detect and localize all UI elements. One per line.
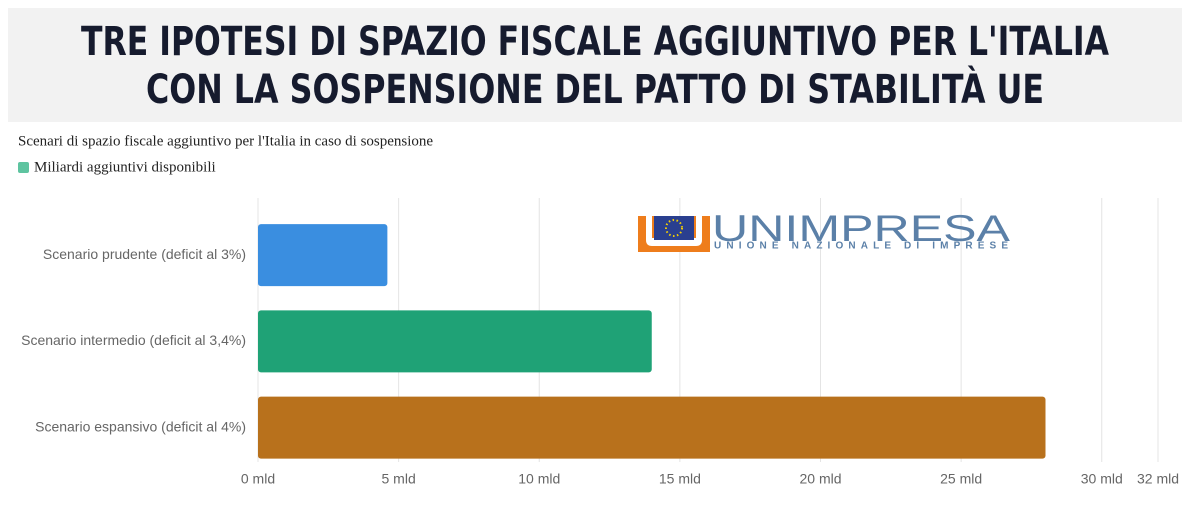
- chart-title: Scenari di spazio fiscale aggiuntivo per…: [18, 133, 433, 149]
- bar: [258, 224, 388, 287]
- bar: [258, 396, 1046, 459]
- logo-stars: [665, 219, 683, 237]
- x-tick-label: 15 mld: [659, 471, 701, 487]
- legend-label: Miliardi aggiuntivi disponibili: [34, 159, 216, 175]
- x-tick-label: 25 mld: [940, 471, 982, 487]
- x-tick-label: 30 mld: [1081, 471, 1123, 487]
- x-tick-label: 0 mld: [241, 471, 275, 487]
- legend-swatch: [18, 162, 29, 173]
- header-line: CON LA SOSPENSIONE DEL PATTO DI STABILIT…: [146, 65, 1044, 113]
- y-tick-label: Scenario prudente (deficit al 3%): [43, 246, 246, 262]
- x-tick-label: 20 mld: [799, 471, 841, 487]
- logo-name: UNIMPRESA: [712, 208, 1010, 249]
- y-tick-label: Scenario espansivo (deficit al 4%): [35, 418, 246, 434]
- logo-tagline: UNIONE NAZIONALE DI IMPRESE: [714, 241, 1008, 252]
- header-line: TRE IPOTESI DI SPAZIO FISCALE AGGIUNTIVO…: [81, 19, 1109, 65]
- y-tick-label: Scenario intermedio (deficit al 3,4%): [21, 332, 246, 348]
- bar: [258, 310, 652, 373]
- x-tick-label: 10 mld: [518, 471, 560, 487]
- x-tick-label: 32 mld: [1137, 471, 1179, 487]
- logo: UNIMPRESA UNIONE NAZIONALE DI IMPRESE: [638, 208, 1010, 252]
- x-tick-label: 5 mld: [382, 471, 416, 487]
- plot: Miliardi aggiuntivi disponibili 0 mld 5 ml…: [18, 159, 1179, 487]
- header-band: [8, 8, 1182, 122]
